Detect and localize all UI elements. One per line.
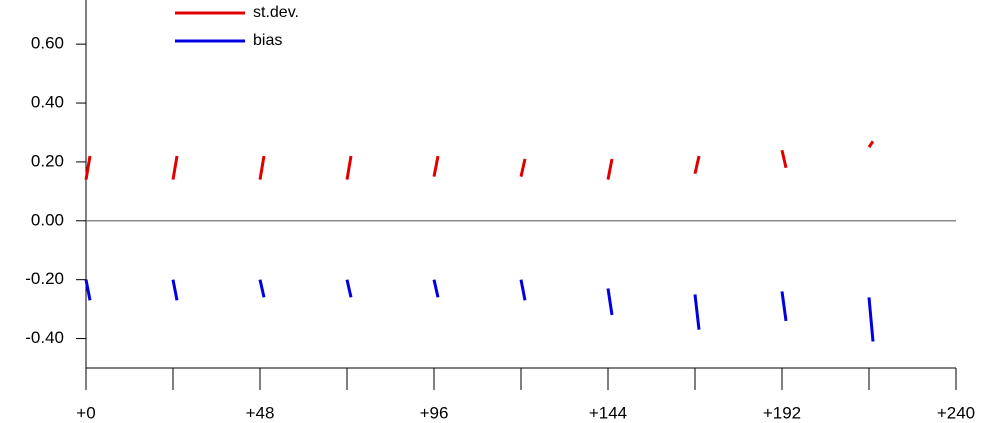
y-tick-label: -0.40 (25, 328, 64, 347)
range-segment (258, 155, 266, 180)
range-segment (432, 155, 440, 177)
range-segment (606, 158, 614, 180)
range-segment (171, 155, 179, 180)
x-tick-label: +48 (246, 403, 275, 422)
x-tick-label: +0 (76, 403, 95, 422)
range-segment (693, 155, 701, 175)
x-tick-label: +240 (937, 403, 975, 422)
range-segment (519, 279, 527, 301)
y-tick-label: -0.20 (25, 269, 64, 288)
y-tick-label: 0.00 (31, 210, 64, 229)
range-segment (171, 279, 179, 301)
range-segment (867, 140, 875, 149)
y-tick-label: 0.60 (31, 34, 64, 53)
range-segment (780, 149, 788, 169)
legend-label: bias (253, 32, 282, 49)
x-tick-label: +144 (589, 403, 627, 422)
range-segment (519, 158, 527, 177)
y-tick-label: 0.20 (31, 151, 64, 170)
range-segment (867, 297, 875, 342)
range-segment (606, 288, 614, 316)
range-segment (432, 279, 440, 298)
range-segment (693, 294, 701, 330)
y-tick-label: 0.40 (31, 93, 64, 112)
range-segment (84, 155, 92, 180)
range-segment (345, 279, 353, 298)
range-segment (84, 279, 92, 301)
x-tick-label: +192 (763, 403, 801, 422)
legend-label: st.dev. (253, 4, 299, 21)
range-segment (345, 155, 353, 180)
range-segment (780, 291, 788, 322)
range-segment (258, 279, 266, 298)
x-tick-label: +96 (420, 403, 449, 422)
